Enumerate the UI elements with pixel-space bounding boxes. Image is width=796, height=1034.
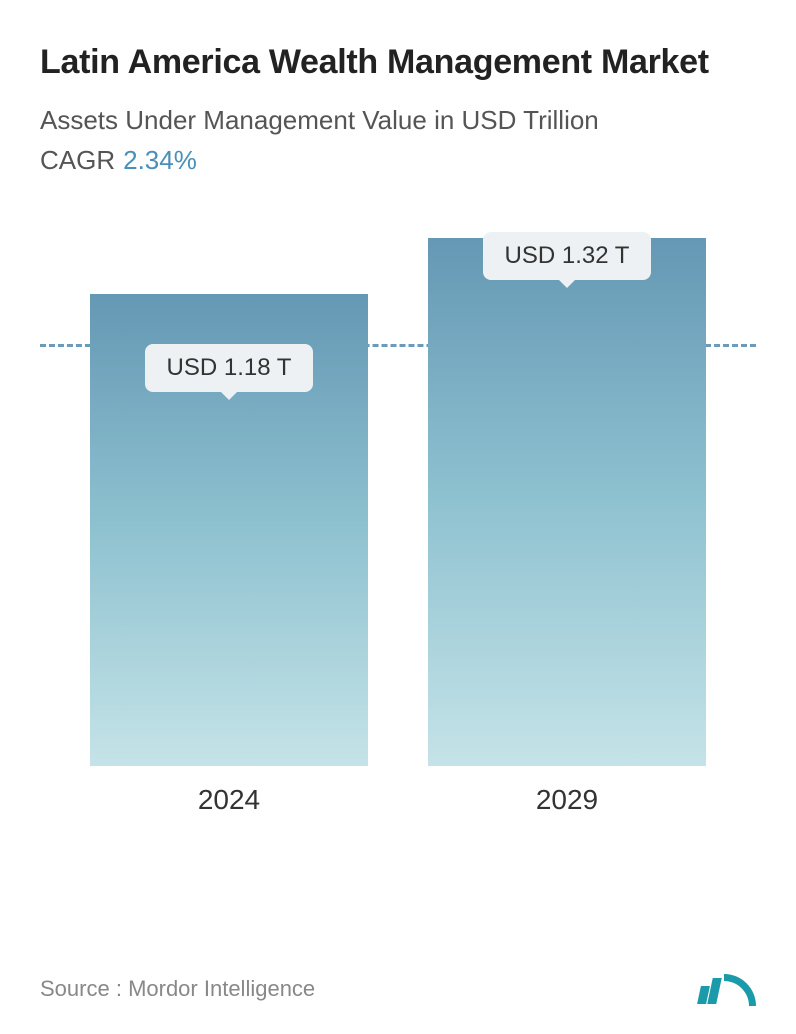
bar-group-1: USD 1.32 T 2029: [428, 238, 706, 816]
source-label: Source :: [40, 976, 122, 1001]
chart-subtitle: Assets Under Management Value in USD Tri…: [40, 102, 756, 138]
year-label-1: 2029: [536, 784, 598, 816]
year-label-0: 2024: [198, 784, 260, 816]
source-name: Mordor Intelligence: [128, 976, 315, 1001]
cagr-row: CAGR 2.34%: [40, 145, 756, 176]
bar-1: [428, 238, 706, 766]
source-text: Source : Mordor Intelligence: [40, 976, 315, 1002]
chart-container: Latin America Wealth Management Market A…: [0, 0, 796, 1034]
cagr-value: 2.34%: [123, 145, 197, 175]
mordor-logo-icon: [699, 974, 756, 1004]
bars-wrapper: USD 1.18 T 2024 USD 1.32 T 2029: [70, 236, 726, 816]
value-label-1: USD 1.32 T: [483, 232, 652, 280]
bar-group-0: USD 1.18 T 2024: [90, 294, 368, 816]
chart-area: USD 1.18 T 2024 USD 1.32 T 2029: [40, 236, 756, 944]
footer: Source : Mordor Intelligence: [40, 944, 756, 1004]
chart-title: Latin America Wealth Management Market: [40, 40, 756, 84]
cagr-label: CAGR: [40, 145, 115, 175]
value-label-0: USD 1.18 T: [145, 344, 314, 392]
